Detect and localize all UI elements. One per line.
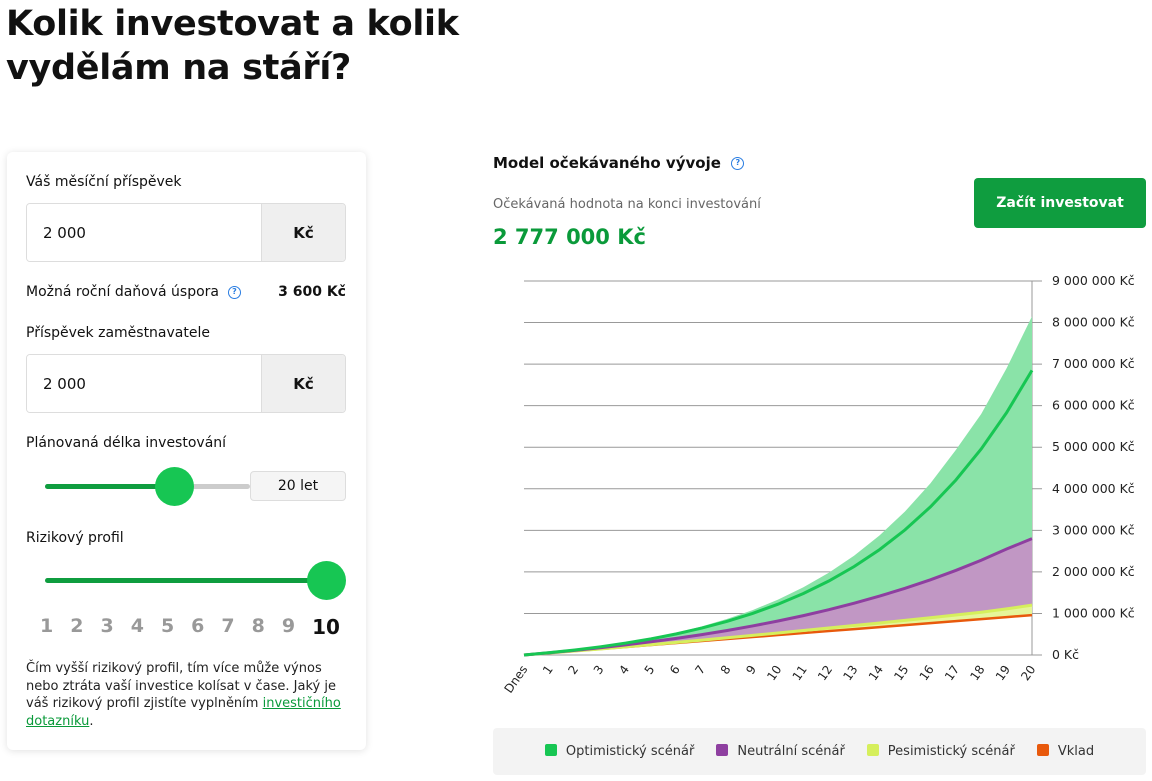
legend-item[interactable]: Pesimistický scénář [866, 744, 1015, 759]
length-slider-fill [45, 484, 178, 489]
risk-level-4[interactable]: 4 [130, 615, 144, 637]
risk-slider-handle[interactable] [307, 561, 346, 600]
risk-slider-track[interactable] [45, 578, 335, 583]
x-tick-label: 18 [967, 663, 987, 684]
help-icon[interactable]: ? [731, 157, 745, 170]
series-line-0 [523, 369, 1034, 657]
note-text: Čím vyšší rizikový profil, tím více může… [26, 661, 336, 711]
y-tick-label: 0 Kč [1052, 647, 1079, 662]
x-tick-label: 19 [993, 663, 1013, 684]
expected-value-label: Očekávaná hodnota na konci investování [493, 197, 761, 212]
model-heading-text: Model očekávaného vývoje [493, 154, 721, 172]
currency-unit: Kč [261, 355, 345, 412]
y-tick-label: 3 000 000 Kč [1052, 522, 1135, 537]
x-tick-label: Dnes [502, 663, 531, 696]
x-tick-label: 16 [917, 663, 937, 684]
legend-swatch [716, 744, 729, 756]
risk-note: Čím vyšší rizikový profil, tím více může… [26, 660, 346, 730]
x-tick-label: 17 [942, 663, 962, 684]
x-tick-label: 10 [764, 663, 784, 684]
y-tick-label: 9 000 000 Kč [1052, 273, 1135, 288]
risk-label: Rizikový profil [26, 530, 124, 546]
tax-saving-label: Možná roční daňová úspora ? [26, 284, 241, 300]
chart-legend: Optimistický scénář Neutrální scénář Pesim… [493, 728, 1146, 775]
risk-level-3[interactable]: 3 [100, 615, 114, 637]
length-slider-handle[interactable] [155, 467, 194, 506]
x-tick-label: 2 [565, 663, 581, 677]
model-heading: Model očekávaného vývoje ? [493, 154, 745, 172]
length-label: Plánovaná délka investování [26, 435, 227, 451]
y-tick-label: 1 000 000 Kč [1052, 605, 1135, 620]
monthly-field: Kč [26, 203, 346, 262]
legend-swatch [866, 744, 879, 756]
employer-field: Kč [26, 354, 346, 413]
monthly-label: Váš měsíční příspěvek [26, 174, 182, 190]
page-title: Kolik investovat a kolik vydělám na stář… [6, 4, 459, 88]
risk-levels: 1 2 3 4 5 6 7 8 9 10 [40, 615, 340, 639]
questionnaire-link[interactable]: investičního dotazníku [26, 696, 341, 729]
legend-label: Pesimistický scénář [887, 744, 1015, 759]
legend-label: Neutrální scénář [737, 744, 845, 759]
y-tick-label: 8 000 000 Kč [1052, 315, 1135, 330]
growth-chart: 0 Kč 1 000 000 Kč 2 000 000 Kč 3 000 000 Kč… [502, 273, 1135, 696]
calculator-card: Váš měsíční příspěvek Kč Možná roční daň… [7, 152, 366, 750]
legend-item[interactable]: Optimistický scénář [544, 744, 695, 759]
monthly-input[interactable] [27, 204, 261, 261]
employer-input[interactable] [27, 355, 261, 412]
x-tick-label: 1 [540, 663, 556, 677]
x-tick-label: 5 [642, 663, 658, 677]
risk-level-8[interactable]: 8 [251, 615, 265, 637]
legend-label: Optimistický scénář [565, 744, 695, 759]
risk-level-2[interactable]: 2 [70, 615, 84, 637]
legend-label: Vklad [1057, 744, 1095, 759]
length-value[interactable]: 20 let [250, 471, 346, 501]
x-tick-label: 12 [815, 663, 835, 684]
risk-level-10[interactable]: 10 [312, 615, 340, 639]
help-icon[interactable]: ? [227, 285, 241, 299]
risk-level-1[interactable]: 1 [40, 615, 54, 637]
optimistic-band [524, 316, 1032, 655]
risk-level-6[interactable]: 6 [191, 615, 205, 637]
legend-swatch [1036, 744, 1049, 756]
y-tick-label: 6 000 000 Kč [1052, 398, 1135, 413]
risk-level-9[interactable]: 9 [281, 615, 296, 637]
y-tick-label: 5 000 000 Kč [1052, 439, 1135, 454]
x-tick-label: 7 [692, 663, 708, 677]
tax-saving-value: 3 600 Kč [278, 284, 346, 300]
employer-label: Příspěvek zaměstnavatele [26, 325, 210, 341]
x-tick-label: 8 [718, 663, 734, 677]
currency-unit: Kč [261, 204, 345, 261]
risk-level-7[interactable]: 7 [221, 615, 235, 637]
y-tick-label: 4 000 000 Kč [1052, 481, 1135, 496]
x-tick-label: 13 [840, 663, 860, 684]
x-tick-label: 20 [1018, 663, 1038, 684]
note-end: . [89, 713, 94, 729]
legend-item[interactable]: Vklad [1036, 744, 1095, 759]
x-tick-label: 4 [616, 663, 632, 677]
risk-level-5[interactable]: 5 [160, 615, 175, 637]
x-tick-label: 14 [866, 663, 886, 684]
start-investing-button[interactable]: Začít investovat [974, 178, 1146, 228]
x-tick-label: 6 [667, 663, 683, 677]
tax-saving-text: Možná roční daňová úspora [26, 284, 219, 300]
x-tick-label: 9 [743, 663, 759, 677]
expected-value: 2 777 000 Kč [493, 225, 646, 249]
y-tick-label: 2 000 000 Kč [1052, 564, 1135, 579]
x-tick-label: 11 [790, 663, 810, 684]
x-tick-label: 3 [591, 663, 607, 677]
y-tick-label: 7 000 000 Kč [1052, 356, 1135, 371]
legend-item[interactable]: Neutrální scénář [716, 744, 845, 759]
legend-swatch [544, 744, 557, 756]
x-tick-label: 15 [891, 663, 911, 684]
